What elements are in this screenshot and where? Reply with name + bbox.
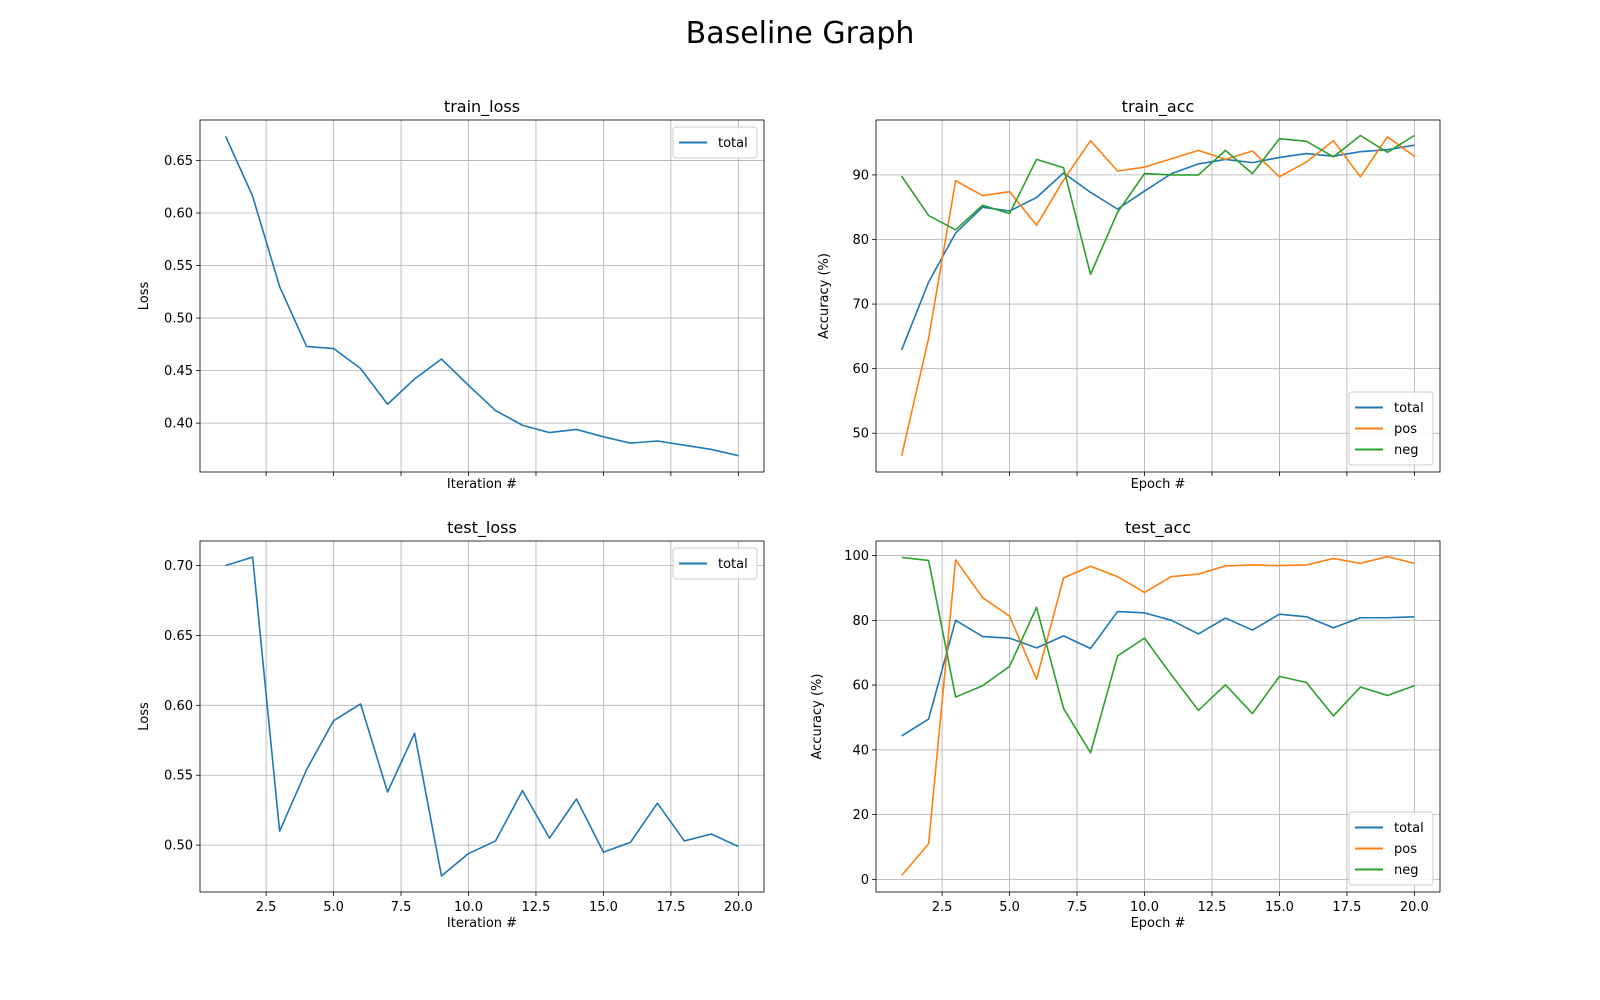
subplot-train_acc: 50 60 70 80 90 train_acc Epoch # Accuracy (%) to… (817, 97, 1441, 492)
x-tick-label: 2.5 (256, 900, 277, 915)
x-tick-label: 15.0 (589, 900, 618, 915)
y-tick-label: 60 (852, 362, 869, 377)
series-line-total (900, 144, 1415, 351)
legend-label-total: total (718, 136, 748, 151)
legend-label-total: total (1394, 821, 1424, 836)
axes-root: 0.40 0.45 0.50 0.55 0.60 0.65 train_loss Iterat… (137, 97, 1441, 931)
y-tick-label: 0.55 (164, 259, 193, 274)
axes-frame (875, 540, 1441, 893)
y-tick-label: 0.50 (164, 312, 193, 327)
y-tick-label: 0.65 (164, 154, 193, 169)
subplot-title: test_loss (447, 518, 517, 538)
legend-label-neg: neg (1394, 863, 1419, 878)
x-axis-label: Iteration # (447, 477, 517, 492)
grid (876, 120, 1440, 472)
y-tick-label: 0.60 (164, 206, 193, 221)
grid (200, 541, 764, 892)
figure-title: Baseline Graph (686, 16, 915, 51)
y-tick-label: 100 (844, 549, 869, 564)
subplot-train_loss: 0.40 0.45 0.50 0.55 0.60 0.65 train_loss Iterat… (137, 97, 765, 492)
y-tick-label: 0.50 (164, 839, 193, 854)
x-tick-label: 17.5 (1332, 900, 1361, 915)
y-tick-label: 0.40 (164, 417, 193, 432)
series-line-total (901, 610, 1415, 737)
legend: total (672, 126, 758, 159)
y-tick-label: 0 (861, 873, 869, 888)
series-line-pos (901, 555, 1415, 877)
legend-label-total: total (1394, 401, 1424, 416)
subplot-title: train_loss (444, 97, 520, 117)
x-tick-label: 7.5 (1067, 900, 1088, 915)
x-axis-label: Iteration # (447, 916, 517, 931)
y-tick-label: 80 (852, 233, 869, 248)
y-tick-label: 80 (852, 614, 869, 629)
x-tick-label: 20.0 (1400, 900, 1429, 915)
legend-label-total: total (718, 557, 748, 572)
grid (200, 120, 764, 472)
y-tick-label: 70 (852, 298, 869, 313)
series-line-total (224, 135, 739, 457)
y-tick-label: 50 (852, 427, 869, 442)
x-tick-label: 20.0 (724, 900, 753, 915)
legend-label-neg: neg (1394, 443, 1419, 458)
subplot-title: test_acc (1125, 518, 1191, 538)
x-tick-label: 7.5 (391, 900, 412, 915)
subplot-test_loss: 2.5 5.0 7.5 10.0 12.5 15.0 17.5 20.0 0.50 0.55 0.6… (137, 518, 765, 931)
legend: total pos neg (1348, 391, 1434, 466)
x-tick-label: 17.5 (656, 900, 685, 915)
legend-box (1348, 391, 1434, 466)
x-axis-label: Epoch # (1131, 916, 1186, 931)
y-tick-label: 0.45 (164, 364, 193, 379)
y-tick-label: 60 (852, 679, 869, 694)
y-tick-label: 40 (852, 743, 869, 758)
x-tick-label: 10.0 (454, 900, 483, 915)
x-tick-label: 15.0 (1265, 900, 1294, 915)
x-axis-label: Epoch # (1131, 477, 1186, 492)
legend-box (672, 547, 758, 580)
axes-frame (875, 119, 1441, 473)
y-tick-label: 0.65 (164, 629, 193, 644)
subplot-test_acc: 2.5 5.0 7.5 10.0 12.5 15.0 17.5 20.0 0 20 40 60 80 10… (810, 518, 1441, 931)
y-axis-label: Loss (137, 282, 152, 311)
y-axis-label: Accuracy (%) (817, 253, 832, 339)
series-line-total (225, 556, 739, 877)
axes-frame (199, 540, 765, 893)
y-tick-label: 90 (852, 168, 869, 183)
y-axis-label: Loss (137, 702, 152, 731)
legend: total pos neg (1348, 811, 1434, 886)
subplot-title: train_acc (1122, 97, 1195, 117)
y-axis-label: Accuracy (%) (810, 674, 825, 760)
x-tick-label: 5.0 (323, 900, 344, 915)
legend-box (1348, 811, 1434, 886)
y-tick-label: 0.55 (164, 769, 193, 784)
x-tick-label: 5.0 (999, 900, 1020, 915)
x-tick-label: 10.0 (1130, 900, 1159, 915)
grid (876, 541, 1440, 892)
x-tick-label: 12.5 (521, 900, 550, 915)
legend-box (672, 126, 758, 159)
y-tick-label: 0.70 (164, 559, 193, 574)
y-tick-label: 20 (852, 808, 869, 823)
series-line-neg (900, 134, 1415, 276)
series-line-neg (901, 556, 1415, 754)
series-line-pos (900, 135, 1415, 457)
legend-label-pos: pos (1394, 422, 1417, 437)
y-tick-label: 0.60 (164, 699, 193, 714)
legend-label-pos: pos (1394, 842, 1417, 857)
legend: total (672, 547, 758, 580)
x-tick-label: 2.5 (932, 900, 953, 915)
axes-frame (199, 119, 765, 473)
x-tick-label: 12.5 (1197, 900, 1226, 915)
